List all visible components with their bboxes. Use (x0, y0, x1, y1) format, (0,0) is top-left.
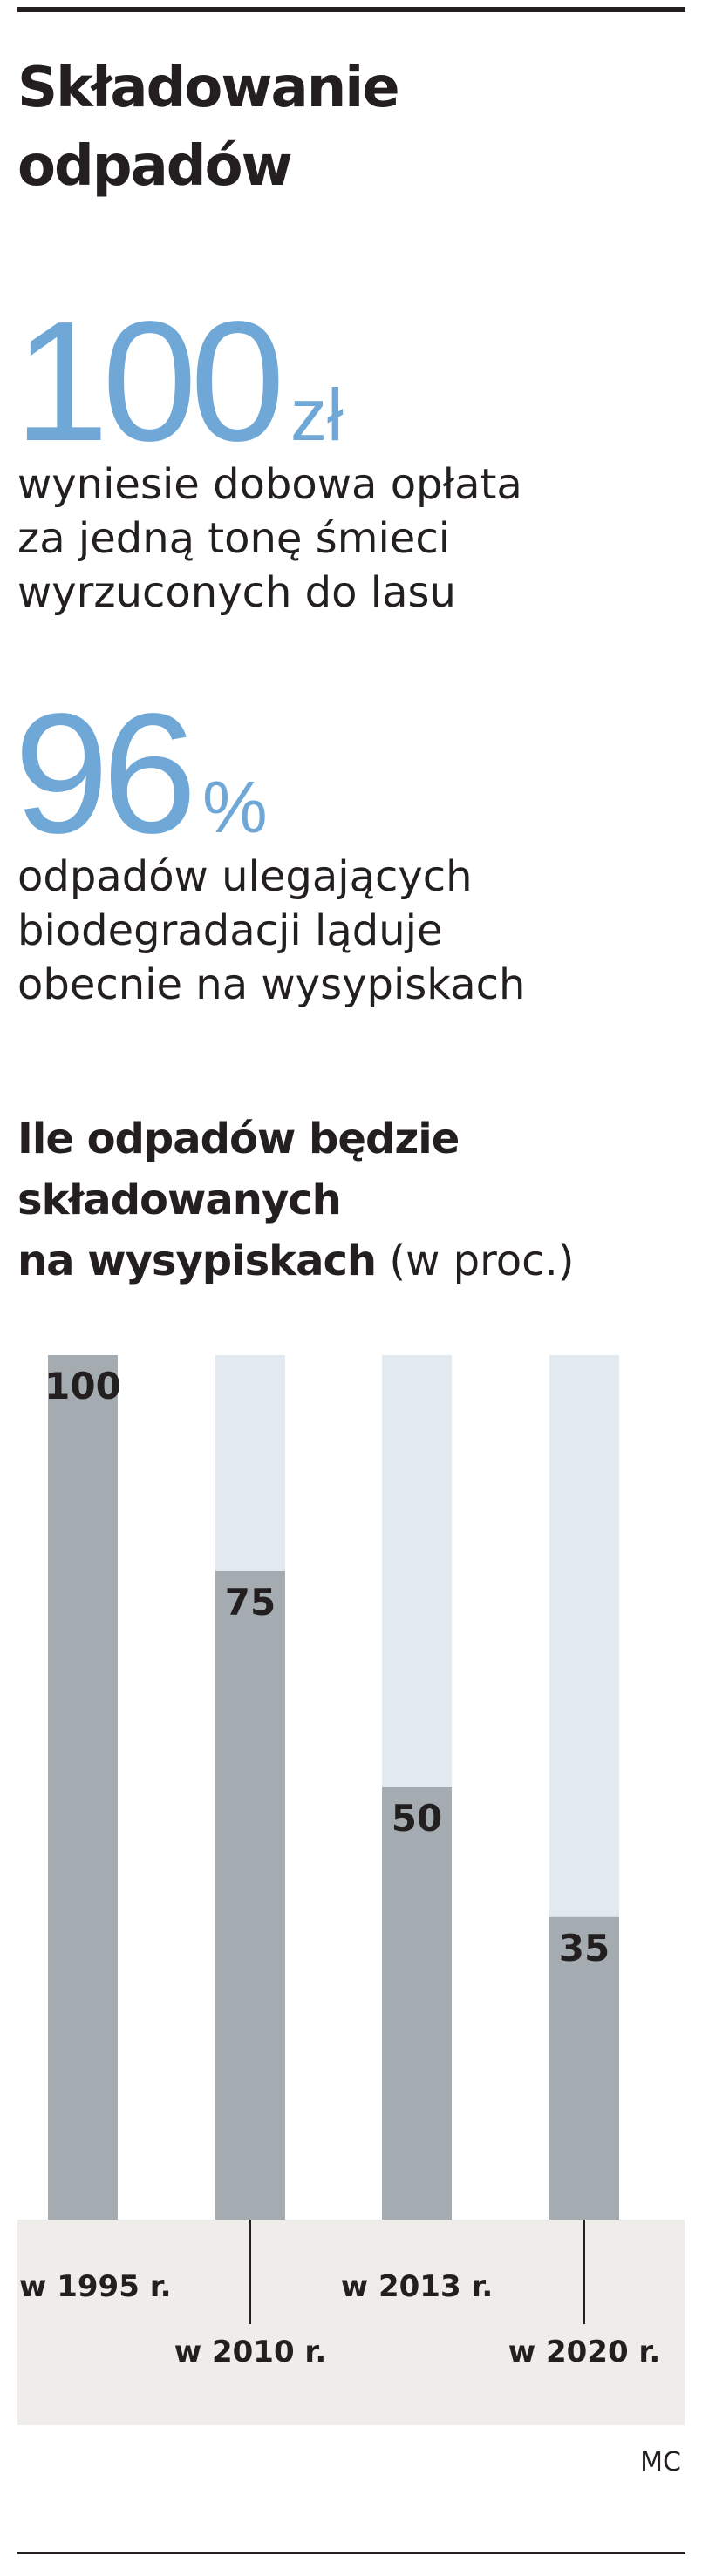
bar-value-label: 75 (225, 1581, 276, 1624)
stat-1-line-3: wyrzuconych do lasu (17, 568, 456, 617)
stat-2-description: odpadów ulegających biodegradacji ląduje… (17, 850, 680, 1012)
stat-2-line-3: obecnie na wysypiskach (17, 960, 526, 1009)
stat-2-figure: 96% (14, 688, 268, 859)
stat-1-line-1: wyniesie dobowa opłata (17, 460, 522, 509)
title-line-1: Składowanie (17, 56, 400, 120)
category-label: w 2020 r. (508, 2335, 661, 2369)
category-label: w 1995 r. (19, 2269, 172, 2304)
chart-heading-line-1: Ile odpadów będzie (17, 1115, 460, 1163)
bar-chart: 100 75 50 35 w 1995 r.w 2010 r. w 2013 r. w 20… (17, 1355, 685, 2425)
chart-heading-unit: (w proc.) (376, 1237, 575, 1285)
category-label: w 2010 r. (174, 2335, 327, 2369)
chart-heading-line-3: na wysypiskach (17, 1237, 377, 1285)
bar (549, 1916, 619, 2220)
stat-2-unit: % (202, 766, 268, 848)
top-rule (17, 7, 685, 12)
title-line-2: odpadów (17, 134, 293, 199)
bar (215, 1571, 285, 2220)
stat-1-line-2: za jedną tonę śmieci (17, 514, 451, 563)
bar (48, 1355, 118, 2220)
page-title: Składowanie odpadów (17, 49, 680, 206)
stat-2-line-1: odpadów ulegających (17, 852, 473, 901)
chart-heading: Ile odpadów będzie składowanych na wysyp… (17, 1108, 689, 1291)
credit: MC (640, 2447, 681, 2478)
chart-heading-line-2: składowanych (17, 1176, 342, 1224)
stat-1-unit: zł (290, 374, 344, 456)
category-label-band (17, 2220, 685, 2425)
bar-value-label: 50 (392, 1797, 442, 1840)
stat-2-number: 96 (14, 678, 197, 869)
stat-2-line-2: biodegradacji ląduje (17, 906, 443, 955)
stat-1-number: 100 (14, 286, 285, 477)
bottom-rule (17, 2552, 685, 2554)
bar-value-label: 100 (44, 1365, 121, 1407)
bar (382, 1787, 452, 2220)
stat-1-description: wyniesie dobowa opłata za jedną tonę śmi… (17, 458, 680, 620)
category-label: w 2013 r. (341, 2269, 494, 2304)
stat-1-figure: 100 zł (14, 296, 344, 467)
bar-value-label: 35 (559, 1927, 610, 1969)
